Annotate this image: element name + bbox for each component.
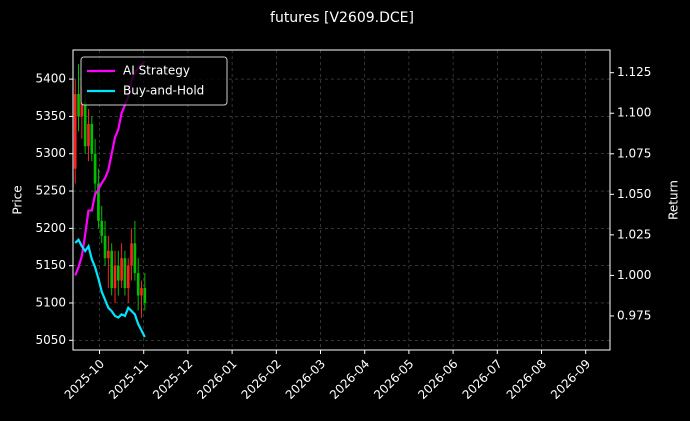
y-tick-label: 5200 [35, 221, 66, 235]
candle-body [80, 101, 84, 117]
candle-body [140, 288, 143, 296]
candle-body [126, 265, 130, 289]
legend-label: AI Strategy [123, 64, 190, 78]
y-tick-label: 5350 [35, 109, 66, 123]
y-tick-label: 5100 [35, 295, 66, 309]
candle-body [110, 250, 113, 289]
candle-body [136, 273, 140, 296]
chart-title: futures [V2609.DCE] [270, 10, 414, 26]
candle-body [90, 123, 94, 154]
candle-body [73, 94, 77, 169]
candle-body [143, 288, 147, 303]
candle-body [120, 258, 123, 281]
candle-body [123, 258, 127, 289]
candle-body [133, 243, 137, 274]
candle-body [87, 123, 90, 147]
y-axis-label: Price [11, 185, 25, 214]
y2-tick-label: 1.100 [617, 106, 651, 120]
y2-tick-label: 1.125 [617, 65, 651, 79]
y2-tick-label: 1.025 [617, 227, 651, 241]
candle-body [113, 265, 117, 289]
y2-tick-label: 1.050 [617, 187, 651, 201]
candle-body [97, 183, 100, 221]
line-series [74, 237, 146, 338]
y-tick-label: 5050 [35, 333, 66, 347]
candle-body [103, 235, 107, 259]
y-tick-label: 5400 [35, 72, 66, 86]
y-tick-label: 5150 [35, 258, 66, 272]
candle-body [100, 220, 104, 236]
candle-body [83, 101, 87, 147]
legend-box [80, 56, 228, 106]
y-tick-label: 5250 [35, 184, 66, 198]
legend-label: Buy-and-Hold [123, 84, 204, 98]
y-tick-label: 5300 [35, 146, 66, 160]
plot-frame [72, 49, 611, 351]
candle-body [130, 243, 133, 266]
y2-axis-label: Return [667, 180, 681, 220]
candle-body [77, 94, 80, 117]
candle-body [93, 153, 97, 184]
candle-body [107, 250, 110, 259]
legend: AI Strategy Buy-and-Hold [80, 56, 228, 106]
y2-tick-label: 1.000 [617, 268, 651, 282]
y2-tick-label: 1.075 [617, 146, 651, 160]
y2-tick-label: 0.975 [617, 308, 651, 322]
candle-body [116, 265, 120, 281]
